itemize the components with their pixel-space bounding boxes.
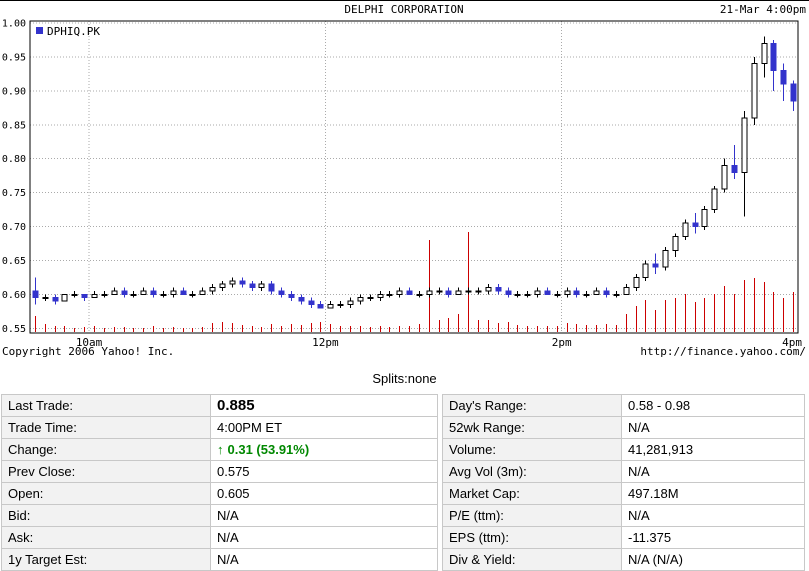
quote-label-volume: Volume:	[442, 438, 622, 461]
quote-row-prev-close: Prev Close: 0.575	[1, 460, 438, 483]
y-tick-label: 0.60	[2, 290, 26, 301]
quote-row-market-cap: Market Cap: 497.18M	[442, 482, 805, 505]
quote-label-change: Change:	[1, 438, 211, 461]
chart-layers: 0.55 0.60 0.65 0.70 0.75 0.80 0.85 0.90 0.95 1.00…	[2, 19, 802, 349]
quote-label-trade-time: Trade Time:	[1, 416, 211, 439]
quote-value-div-yield: N/A (N/A)	[621, 548, 805, 571]
grid-layer	[30, 21, 799, 333]
quote-tables: Last Trade: 0.885 Trade Time: 4:00PM ET Chan…	[0, 394, 809, 571]
y-tick-label: 0.75	[2, 188, 26, 199]
x-tick-label: 4pm	[782, 336, 802, 349]
quote-value-bid: N/A	[210, 504, 438, 527]
y-tick-label: 1.00	[2, 19, 26, 30]
splits-label: Splits:none	[0, 363, 809, 394]
price-chart: 0.55 0.60 0.65 0.70 0.75 0.80 0.85 0.90 0.95 1.00…	[2, 3, 806, 358]
quote-label-prev-close: Prev Close:	[1, 460, 211, 483]
y-tick-label: 0.80	[2, 154, 26, 165]
change-text: 0.31 (53.91%)	[227, 442, 310, 457]
copyright-text: Copyright 2006 Yahoo! Inc.	[2, 345, 174, 358]
x-tick-label: 10am	[76, 336, 103, 349]
quote-row-change: Change: ↑ 0.31 (53.91%)	[1, 438, 438, 461]
legend-swatch-icon	[36, 27, 43, 34]
quote-value-avg-vol: N/A	[621, 460, 805, 483]
y-tick-label: 0.55	[2, 324, 26, 335]
quote-row-pe: P/E (ttm): N/A	[442, 504, 805, 527]
volume-layer	[35, 232, 794, 332]
quote-row-eps: EPS (ttm): -11.375	[442, 526, 805, 549]
quote-value-market-cap: 497.18M	[621, 482, 805, 505]
quote-row-days-range: Day's Range: 0.58 - 0.98	[442, 394, 805, 417]
plot-frame	[29, 20, 799, 334]
chart-timestamp: 21-Mar 4:00pm	[720, 3, 806, 16]
y-tick-label: 0.95	[2, 52, 26, 63]
chart-title: DELPHI CORPORATION	[344, 3, 463, 16]
quote-value-target-est: N/A	[210, 548, 438, 571]
quote-label-ask: Ask:	[1, 526, 211, 549]
quote-label-div-yield: Div & Yield:	[442, 548, 622, 571]
quote-label-days-range: Day's Range:	[442, 394, 622, 417]
quote-row-open: Open: 0.605	[1, 482, 438, 505]
quote-row-bid: Bid: N/A	[1, 504, 438, 527]
quote-row-trade-time: Trade Time: 4:00PM ET	[1, 416, 438, 439]
chart-panel: 0.55 0.60 0.65 0.70 0.75 0.80 0.85 0.90 0.95 1.00…	[0, 0, 809, 358]
y-tick-label: 0.65	[2, 256, 26, 267]
quote-row-avg-vol: Avg Vol (3m): N/A	[442, 460, 805, 483]
x-tick-label: 12pm	[312, 336, 339, 349]
quote-label-pe: P/E (ttm):	[442, 504, 622, 527]
quote-label-target-est: 1y Target Est:	[1, 548, 211, 571]
quote-value-open: 0.605	[210, 482, 438, 505]
quote-row-div-yield: Div & Yield: N/A (N/A)	[442, 548, 805, 571]
y-tick-label: 0.90	[2, 86, 26, 97]
source-url: http://finance.yahoo.com/	[640, 345, 806, 358]
quote-value-trade-time: 4:00PM ET	[210, 416, 438, 439]
y-tick-label: 0.85	[2, 120, 26, 131]
quote-value-prev-close: 0.575	[210, 460, 438, 483]
quote-label-eps: EPS (ttm):	[442, 526, 622, 549]
x-tick-label: 2pm	[552, 336, 572, 349]
quote-label-bid: Bid:	[1, 504, 211, 527]
quote-value-days-range: 0.58 - 0.98	[621, 394, 805, 417]
y-tick-label: 0.70	[2, 222, 26, 233]
quote-value-pe: N/A	[621, 504, 805, 527]
quote-row-target-est: 1y Target Est: N/A	[1, 548, 438, 571]
quote-label-market-cap: Market Cap:	[442, 482, 622, 505]
quote-table-left: Last Trade: 0.885 Trade Time: 4:00PM ET Chan…	[1, 394, 438, 571]
candles-layer	[32, 36, 797, 309]
quote-value-last-trade: 0.885	[210, 394, 438, 417]
quote-row-ask: Ask: N/A	[1, 526, 438, 549]
quote-label-52wk-range: 52wk Range:	[442, 416, 622, 439]
y-axis-labels: 0.55 0.60 0.65 0.70 0.75 0.80 0.85 0.90 0.95 1.00	[2, 19, 26, 335]
quote-row-last-trade: Last Trade: 0.885	[1, 394, 438, 417]
quote-label-avg-vol: Avg Vol (3m):	[442, 460, 622, 483]
quote-row-52wk-range: 52wk Range: N/A	[442, 416, 805, 439]
quote-value-change: ↑ 0.31 (53.91%)	[210, 438, 438, 461]
quote-label-open: Open:	[1, 482, 211, 505]
quote-label-last-trade: Last Trade:	[1, 394, 211, 417]
quote-value-52wk-range: N/A	[621, 416, 805, 439]
quote-value-volume: 41,281,913	[621, 438, 805, 461]
quote-row-volume: Volume: 41,281,913	[442, 438, 805, 461]
up-arrow-icon: ↑	[217, 442, 224, 457]
legend-symbol: DPHIQ.PK	[47, 25, 100, 38]
quote-value-eps: -11.375	[621, 526, 805, 549]
quote-value-ask: N/A	[210, 526, 438, 549]
quote-table-right: Day's Range: 0.58 - 0.98 52wk Range: N/A Vol…	[442, 394, 805, 571]
x-axis-labels: 10am 12pm 2pm 4pm	[76, 336, 803, 349]
